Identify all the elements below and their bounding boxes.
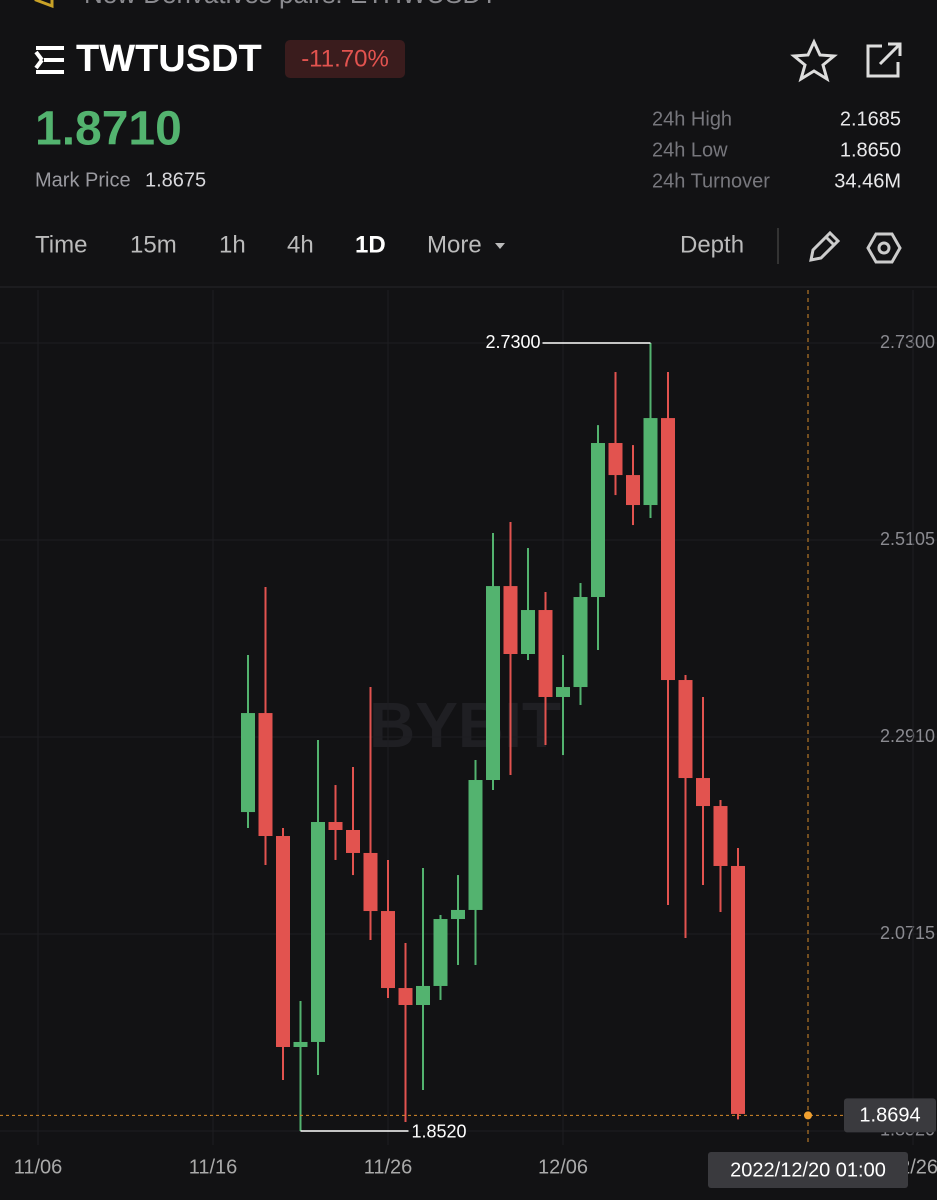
candle-body: [468, 780, 483, 910]
y-tick-label: 2.2910: [880, 726, 935, 746]
price-label: 1.8694: [859, 1105, 920, 1127]
y-tick-label: 2.5105: [880, 529, 935, 549]
interval-tab[interactable]: More: [427, 231, 482, 258]
candle-body: [696, 778, 710, 807]
max-marker-label: 2.7300: [485, 332, 540, 352]
notification[interactable]: New Derivatives pairs: ETHWUSDT: [84, 0, 497, 9]
y-tick-label: 2.7300: [880, 332, 935, 352]
x-tick-label: 11/06: [14, 1156, 63, 1178]
watermark: BYBIT: [369, 689, 561, 761]
interval-tab[interactable]: 1h: [219, 231, 246, 258]
candle-body: [416, 985, 430, 1005]
candle-body: [731, 865, 745, 1114]
draw-icon[interactable]: [809, 230, 841, 262]
crosshair-dot: [804, 1111, 812, 1120]
interval-tab[interactable]: 4h: [287, 231, 314, 258]
stat-label: 24h Turnover: [652, 170, 770, 192]
change-badge: [285, 40, 405, 78]
stats: 24h High 2.1685 24h Low 1.8650 24h Turnover 3…: [652, 108, 901, 192]
candle-body: [433, 919, 448, 986]
notification-icon: [34, 0, 54, 9]
stat-value: 2.1685: [840, 108, 901, 130]
candle-body: [311, 822, 325, 1042]
candle-body: [678, 680, 693, 779]
candle-body: [503, 586, 518, 655]
depth-tab[interactable]: Depth: [680, 231, 744, 258]
candle-body: [643, 418, 658, 506]
symbol[interactable]: TWTUSDT: [76, 38, 262, 80]
favorite-icon[interactable]: [790, 38, 838, 83]
stat-label: 24h Low: [652, 139, 728, 161]
candle-body: [626, 475, 640, 506]
candle-body: [538, 610, 553, 697]
x-tick-label: 11/26: [364, 1156, 413, 1178]
stat-label: 24h High: [652, 108, 732, 130]
candle-body: [608, 443, 623, 476]
interval-tabs: Time 15m 1h 4h 1D More: [35, 231, 505, 258]
interval-tab[interactable]: 15m: [130, 231, 177, 258]
candle-body: [591, 443, 605, 598]
y-tick-label: 2.0715: [880, 923, 935, 943]
candle-body: [661, 418, 675, 681]
time-box: [708, 1152, 908, 1188]
settings-icon[interactable]: [866, 232, 902, 264]
candle-body: [258, 713, 273, 837]
candle-body: [381, 911, 395, 989]
change: -11.70%: [301, 45, 389, 72]
interval-tab[interactable]: 1D: [355, 231, 386, 258]
x-tick-label: 12/06: [538, 1156, 588, 1178]
menu-icon[interactable]: [34, 46, 64, 74]
candle-body: [346, 829, 360, 853]
candle-body: [363, 852, 378, 912]
candle-body: [556, 687, 570, 697]
candle-body: [713, 806, 728, 866]
candle-body: [328, 822, 343, 830]
candle-body: [241, 713, 255, 813]
mark-price-label: Mark Price: [35, 169, 131, 191]
close-notification[interactable]: ×: [880, 0, 895, 9]
stat-value: 34.46M: [834, 170, 901, 192]
candle-body: [451, 909, 465, 920]
candle-body: [293, 1041, 308, 1047]
candle-body: [486, 586, 500, 781]
candle-body: [521, 610, 535, 655]
stat-value: 1.8650: [840, 139, 901, 161]
chart: BYBIT 2.7300 2.5105 2.2910 2.0715 1.8520 11/06…: [0, 290, 937, 1188]
interval-tab[interactable]: Time: [35, 231, 87, 258]
mark-price: 1.8675: [145, 169, 206, 191]
x-tick-label: 11/16: [189, 1156, 238, 1178]
min-marker-label: 1.8520: [412, 1122, 467, 1142]
candle-body: [276, 836, 290, 1047]
crosshair-time: 2022/12/20 01:00: [730, 1159, 886, 1181]
share-icon[interactable]: [866, 42, 902, 78]
candle-body: [398, 988, 413, 1005]
candle-body: [573, 597, 588, 688]
dropdown-arrow: [495, 243, 505, 249]
last-price: 1.8710: [35, 103, 182, 156]
price-box: [844, 1098, 936, 1133]
